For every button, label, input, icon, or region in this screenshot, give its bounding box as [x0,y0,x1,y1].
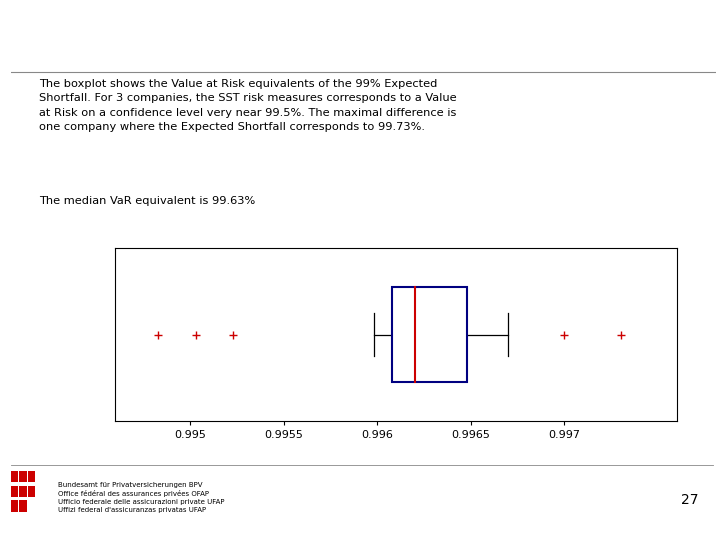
Bar [392,287,467,382]
Text: 27: 27 [681,492,698,507]
Bar [11,471,18,483]
Bar [28,471,35,483]
Bar [11,486,18,497]
Bar [19,500,27,512]
Text: Bundesamt für Privatversicherungen BPV
Office fédéral des assurances privées OFA: Bundesamt für Privatversicherungen BPV O… [58,482,224,513]
Bar [11,500,18,512]
Text: The median VaR equivalent is 99.63%: The median VaR equivalent is 99.63% [39,196,256,206]
Bar [28,486,35,497]
Bar [19,471,27,483]
Text: The boxplot shows the Value at Risk equivalents of the 99% Expected
Shortfall. F: The boxplot shows the Value at Risk equi… [39,79,456,132]
Bar [19,486,27,497]
